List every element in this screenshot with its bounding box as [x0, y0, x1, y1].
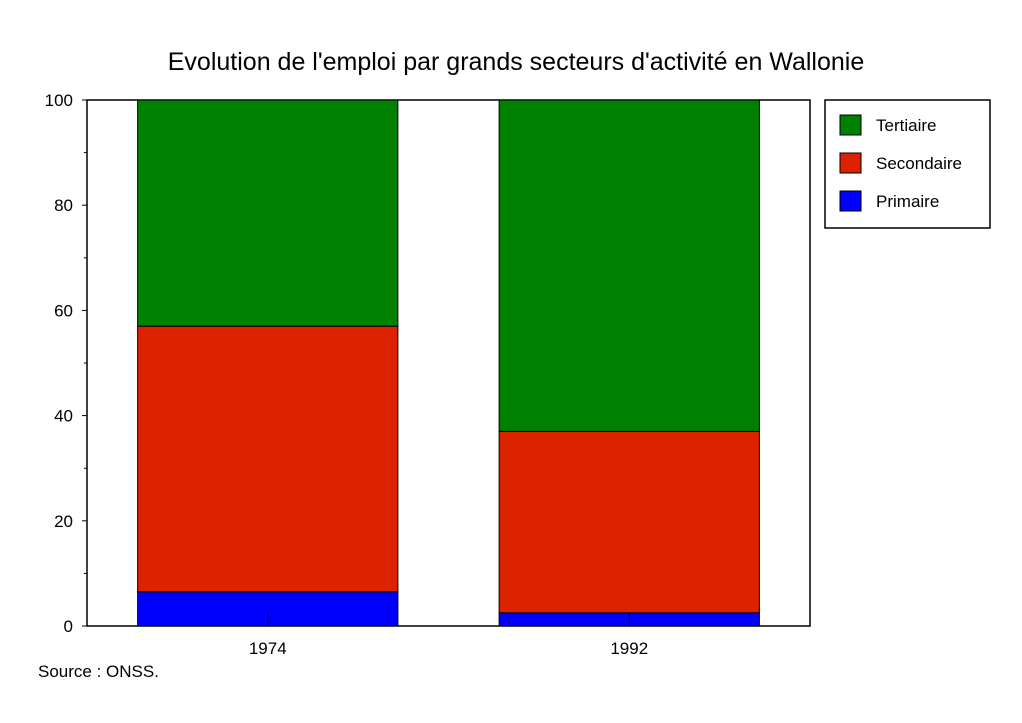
plot-area: 0 20 40 60 80 100 1974 1992	[45, 91, 811, 658]
legend: Tertiaire Secondaire Primaire	[824, 99, 991, 229]
bar-segment-secondaire-1992	[498, 430, 760, 614]
y-tick-label: 80	[54, 196, 73, 215]
y-tick-label: 40	[54, 407, 73, 426]
legend-swatch-primaire	[839, 190, 862, 212]
bar-segment-tertiaire-1992	[498, 99, 760, 432]
chart-title: Evolution de l'emploi par grands secteur…	[168, 48, 864, 76]
x-tick-label: 1974	[249, 639, 287, 658]
x-tick-label: 1992	[610, 639, 648, 658]
y-tick-label: 100	[45, 91, 73, 110]
bar-segment-secondaire-1974	[137, 325, 399, 593]
y-tick-label: 0	[64, 617, 73, 636]
legend-label-tertiaire: Tertiaire	[876, 116, 936, 135]
source-note: Source : ONSS.	[38, 662, 159, 681]
bar-segment-tertiaire-1974	[137, 99, 399, 327]
legend-label-primaire: Primaire	[876, 192, 939, 211]
y-tick-label: 20	[54, 512, 73, 531]
legend-swatch-secondaire	[839, 152, 862, 174]
legend-label-secondaire: Secondaire	[876, 154, 962, 173]
y-tick-label: 60	[54, 301, 73, 320]
legend-swatch-tertiaire	[839, 114, 862, 136]
